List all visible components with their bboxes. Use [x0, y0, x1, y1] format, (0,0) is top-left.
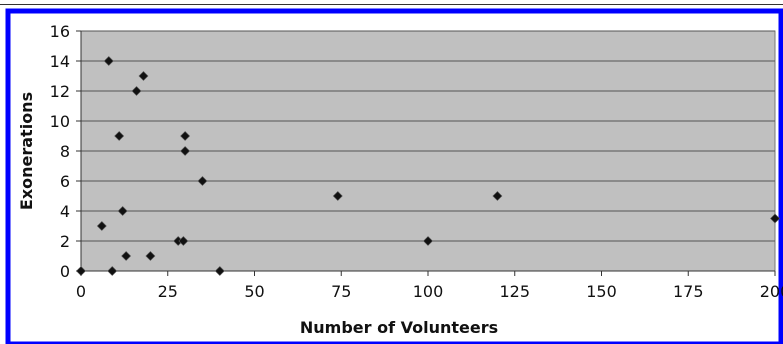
x-tick-label: 50 — [244, 282, 264, 301]
y-tick-label: 16 — [50, 22, 70, 41]
x-tick-label: 100 — [413, 282, 444, 301]
data-point — [117, 206, 128, 216]
data-point — [145, 251, 156, 261]
x-tick-label: 200 — [760, 282, 783, 301]
x-tick-label: 125 — [499, 282, 530, 301]
x-tick-label: 75 — [331, 282, 351, 301]
data-point — [138, 71, 149, 81]
data-point — [107, 266, 118, 276]
x-tick-label: 0 — [76, 282, 86, 301]
data-point — [131, 86, 142, 96]
y-tick-labels: 0 2 4 6 8 10 12 14 16 — [50, 22, 81, 281]
data-point — [180, 131, 191, 141]
data-point — [214, 266, 225, 276]
data-point — [197, 176, 208, 186]
data-point — [180, 146, 191, 156]
data-point — [76, 266, 86, 276]
y-axis-title: Exonerations — [17, 92, 36, 210]
x-tick-label: 25 — [158, 282, 178, 301]
y-tick-label: 14 — [50, 52, 70, 71]
y-tick-label: 12 — [50, 82, 70, 101]
data-point — [96, 221, 107, 231]
data-point — [423, 236, 433, 246]
y-tick-label: 6 — [60, 172, 70, 191]
data-point — [114, 131, 125, 141]
data-points — [76, 56, 780, 276]
x-tick-label: 175 — [673, 282, 704, 301]
data-point — [332, 191, 343, 201]
y-tick-label: 2 — [60, 232, 70, 251]
data-point — [492, 191, 503, 201]
x-axis-title: Number of Volunteers — [300, 318, 498, 337]
x-tick-labels: 0 25 50 75 100 125 150 175 200 — [76, 271, 783, 301]
data-point — [121, 251, 132, 261]
data-point — [178, 236, 189, 246]
y-tick-label: 10 — [50, 112, 70, 131]
y-tick-label: 0 — [60, 262, 70, 281]
y-tick-label: 8 — [60, 142, 70, 161]
data-point — [103, 56, 114, 66]
y-tick-label: 4 — [60, 202, 70, 221]
x-tick-label: 150 — [586, 282, 617, 301]
data-point — [770, 213, 780, 224]
